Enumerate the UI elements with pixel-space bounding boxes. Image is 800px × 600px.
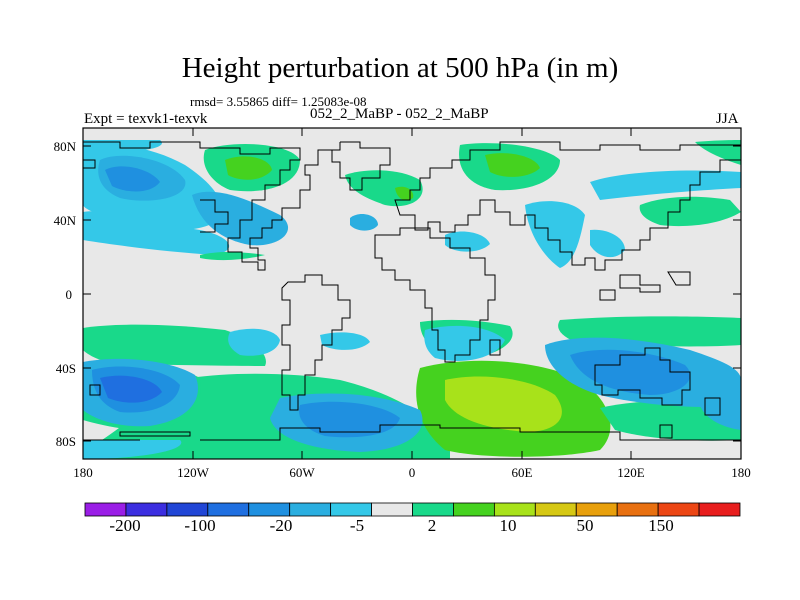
colorbar-swatch [330,502,372,517]
coastline [594,347,691,406]
contour-region [225,156,272,180]
colorbar-label: 150 [648,516,674,535]
run-label: 052_2_MaBP - 052_2_MaBP [310,106,489,122]
lon-label: 180 [73,465,93,480]
coastline [704,397,721,416]
colorbar-swatch [207,502,250,517]
contour-region [485,153,540,177]
contour-region [100,375,162,403]
contour-region [83,440,182,459]
colorbar-swatch [371,502,413,517]
coastline [83,424,741,441]
colorbar-swatch [412,502,454,517]
coastline [83,141,341,271]
colorbar-label: 10 [500,516,517,535]
coastline [281,274,351,411]
lat-ticks [83,145,741,442]
colorbar-swatch [493,502,536,517]
colorbar-swatch [248,502,291,517]
contour-region [228,328,280,356]
coastline [394,141,741,271]
coastline [489,339,501,356]
colorbar-swatch [453,502,495,517]
contour-region [525,201,585,268]
contour-region [570,349,691,395]
coastline [659,424,673,439]
colorbar-swatch [84,502,127,517]
contour-region [83,211,230,255]
lon-label: 60E [512,465,533,480]
colorbar-swatch [616,502,659,517]
coastline [83,159,96,169]
coastline [667,271,691,286]
lon-label: 0 [409,465,416,480]
lat-labels: 80N 40N 0 40S 80S [54,139,77,449]
coastline [200,199,229,233]
contour-region [445,231,490,252]
colorbar-swatch [657,502,700,517]
coastline [331,141,391,191]
colorbar-label: -200 [109,516,140,535]
colorbar-swatch [289,502,332,517]
contour-region [590,170,741,200]
lat-label: 40S [56,361,76,376]
lon-labels: 180 120W 60W 0 60E 120E 180 [73,465,751,480]
contour-region [590,229,625,258]
lat-label: 80S [56,434,76,449]
stats-text: rmsd= 3.55865 diff= 1.25083e-08 [190,94,367,109]
colorbar-label: -100 [184,516,215,535]
coastlines [83,141,741,441]
colorbar-label: 50 [577,516,594,535]
lon-label: 120W [177,465,210,480]
lon-ticks [192,128,632,459]
contour-region [395,186,414,201]
lon-label: 180 [731,465,751,480]
coastline [119,431,191,437]
colorbar-swatch [166,502,209,517]
experiment-label: Expt = texvk1-texvk [84,111,208,127]
colorbar-label: -20 [270,516,293,535]
contour-region [424,325,505,361]
coastline [599,289,616,301]
colorbar-swatch [534,502,577,517]
contour-region [200,251,265,261]
colorbar [84,502,741,517]
lat-label: 0 [66,287,73,302]
lat-label: 80N [54,139,77,154]
contour-region [695,140,741,165]
coastline [89,384,101,396]
colorbar-labels: -200 -100 -20 -5 2 10 50 150 [109,516,673,535]
contour-region [639,196,741,227]
colorbar-swatch [125,502,168,517]
contour-region [83,140,162,152]
lon-label: 60W [289,465,315,480]
colorbar-label: 2 [428,516,437,535]
lat-label: 40N [54,213,77,228]
map-title: Height perturbation at 500 hPa (in m) [181,52,619,84]
contour-region [192,191,289,246]
colorbar-swatch [698,502,741,517]
contour-region [445,376,562,432]
contour-region [83,324,266,366]
colorbar-swatch [575,502,618,517]
lon-label: 120E [617,465,645,480]
season-label: JJA [716,111,739,127]
contour-region [299,401,400,438]
coastline [619,274,661,293]
colorbar-label: -5 [350,516,364,535]
contour-region [105,166,160,192]
contour-fill [83,140,741,459]
contour-region [350,214,378,231]
coastline [374,227,496,363]
